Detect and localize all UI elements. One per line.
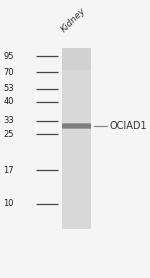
Bar bbox=[62, 124, 91, 128]
Bar bbox=[62, 123, 91, 129]
Text: 70: 70 bbox=[3, 68, 14, 77]
Text: 10: 10 bbox=[3, 199, 14, 208]
Text: Kidney: Kidney bbox=[60, 6, 88, 34]
Text: OCIAD1: OCIAD1 bbox=[110, 121, 147, 131]
Text: 17: 17 bbox=[3, 166, 14, 175]
Text: 33: 33 bbox=[3, 116, 14, 125]
Text: 40: 40 bbox=[3, 97, 14, 106]
Bar bbox=[62, 48, 91, 70]
Text: 95: 95 bbox=[3, 52, 14, 61]
Text: 25: 25 bbox=[3, 130, 14, 138]
Bar bbox=[62, 48, 91, 229]
Text: 53: 53 bbox=[3, 84, 14, 93]
